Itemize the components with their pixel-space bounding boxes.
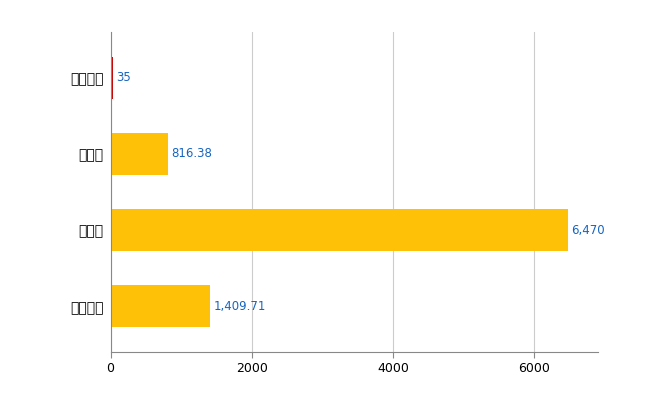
Bar: [111, 57, 113, 99]
Text: 6,470: 6,470: [571, 224, 604, 236]
Bar: [111, 285, 210, 327]
Text: 816.38: 816.38: [172, 148, 213, 160]
Text: 1,409.71: 1,409.71: [214, 300, 266, 313]
Text: 35: 35: [116, 71, 131, 84]
Bar: [111, 209, 567, 251]
Bar: [111, 133, 168, 175]
